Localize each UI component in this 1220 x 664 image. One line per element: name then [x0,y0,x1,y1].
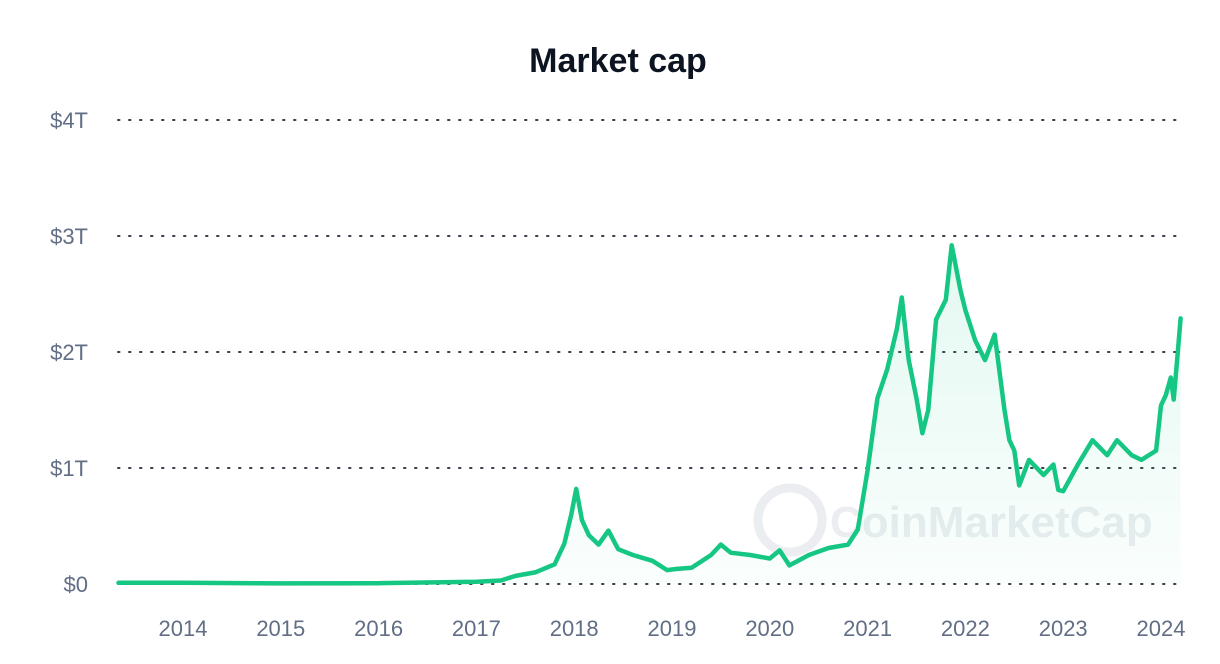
chart-title: Market cap [529,42,707,80]
coinmarketcap-logo-icon [753,483,827,557]
y-tick-label: $2T [50,340,88,365]
x-tick-label: 2021 [843,616,892,641]
x-tick-label: 2015 [256,616,305,641]
x-axis-labels: 2014 2015 2016 2017 2018 2019 2020 2021 2022 2023… [159,616,1186,641]
x-tick-label: 2019 [648,616,697,641]
x-tick-label: 2020 [745,616,794,641]
x-tick-label: 2024 [1137,616,1186,641]
x-tick-label: 2014 [159,616,208,641]
y-tick-label: $0 [64,572,88,597]
series-market-cap [116,243,1183,586]
market-cap-line [116,243,1183,586]
y-tick-label: $1T [50,456,88,481]
x-tick-label: 2022 [941,616,990,641]
x-tick-label: 2018 [550,616,599,641]
market-cap-area [118,245,1181,585]
y-tick-label: $4T [50,108,88,133]
x-tick-label: 2023 [1039,616,1088,641]
y-axis-labels: $0 $1T $2T $3T $4T [50,108,88,597]
x-tick-label: 2017 [452,616,501,641]
y-tick-label: $3T [50,224,88,249]
x-tick-label: 2016 [354,616,403,641]
